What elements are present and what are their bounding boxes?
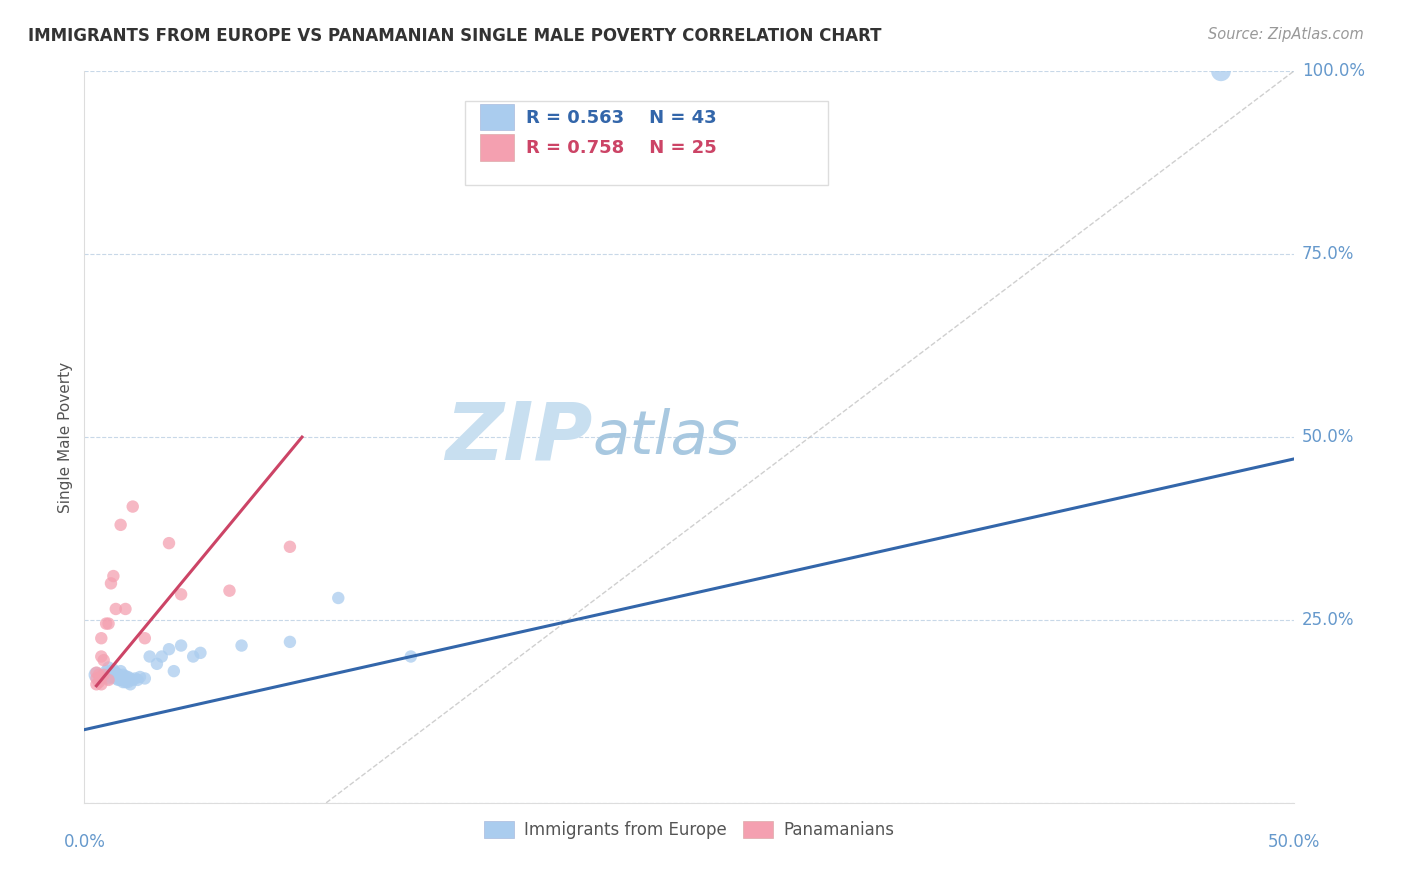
Point (120, 677, 142, 691)
Point (129, 670, 152, 684)
Point (100, 576, 122, 591)
Point (103, 663, 125, 677)
Point (87, 675, 110, 690)
Text: atlas: atlas (592, 408, 740, 467)
Point (150, 649, 173, 664)
Point (231, 639, 253, 653)
Text: 50.0%: 50.0% (1302, 428, 1354, 446)
Point (87, 667, 110, 681)
Point (170, 639, 193, 653)
Point (97, 673, 120, 687)
Point (97, 672, 120, 686)
Point (90, 677, 112, 691)
Point (104, 602, 127, 616)
Point (97, 660, 120, 674)
Point (124, 672, 146, 686)
Text: 50.0%: 50.0% (1267, 833, 1320, 851)
Point (138, 649, 160, 664)
FancyBboxPatch shape (465, 101, 828, 185)
Point (181, 649, 204, 664)
Point (163, 664, 186, 678)
Point (110, 673, 132, 687)
Text: 100.0%: 100.0% (1302, 62, 1365, 80)
Text: 0.0%: 0.0% (63, 833, 105, 851)
Point (110, 664, 132, 678)
Point (104, 665, 127, 680)
Point (86, 667, 108, 681)
Point (107, 673, 129, 687)
Legend: Immigrants from Europe, Panamanians: Immigrants from Europe, Panamanians (477, 814, 901, 846)
Text: Source: ZipAtlas.com: Source: ZipAtlas.com (1208, 27, 1364, 42)
Point (93, 667, 115, 681)
Point (86, 665, 108, 680)
Point (112, 675, 135, 690)
Text: ZIP: ZIP (444, 398, 592, 476)
Point (97, 616, 120, 631)
Point (170, 587, 193, 601)
Y-axis label: Single Male Poverty: Single Male Poverty (58, 361, 73, 513)
Point (103, 667, 125, 681)
Point (103, 569, 125, 583)
Point (107, 667, 129, 681)
Point (94, 664, 117, 678)
Point (114, 669, 136, 683)
Text: 75.0%: 75.0% (1302, 245, 1354, 263)
Point (146, 657, 169, 671)
Point (100, 670, 122, 684)
Point (120, 672, 142, 686)
Point (278, 635, 301, 649)
Point (94, 616, 117, 631)
Point (90, 632, 112, 646)
Text: 25.0%: 25.0% (1302, 611, 1354, 629)
Point (278, 540, 301, 554)
Point (86, 672, 108, 686)
Point (1209, 64, 1232, 78)
Point (157, 536, 180, 550)
Point (328, 591, 350, 605)
Point (218, 583, 240, 598)
Point (157, 642, 180, 657)
Point (117, 675, 139, 690)
Point (134, 632, 156, 646)
Point (90, 672, 112, 686)
Point (110, 670, 132, 684)
Text: R = 0.563    N = 43: R = 0.563 N = 43 (526, 109, 716, 127)
Point (134, 672, 156, 686)
Point (86, 677, 108, 691)
Point (121, 673, 143, 687)
Text: R = 0.758    N = 25: R = 0.758 N = 25 (526, 139, 717, 157)
Point (117, 670, 139, 684)
Point (190, 646, 212, 660)
Point (93, 653, 115, 667)
Point (110, 517, 132, 532)
Point (121, 500, 143, 514)
Point (104, 672, 127, 686)
Bar (479, 103, 513, 130)
Point (399, 649, 422, 664)
Text: IMMIGRANTS FROM EUROPE VS PANAMANIAN SINGLE MALE POVERTY CORRELATION CHART: IMMIGRANTS FROM EUROPE VS PANAMANIAN SIN… (28, 27, 882, 45)
Point (93, 667, 115, 681)
Point (127, 673, 149, 687)
Point (90, 670, 112, 684)
Point (100, 664, 122, 678)
Point (114, 602, 136, 616)
Point (112, 667, 135, 681)
Bar (479, 135, 513, 161)
Point (114, 675, 136, 690)
Point (90, 649, 112, 664)
